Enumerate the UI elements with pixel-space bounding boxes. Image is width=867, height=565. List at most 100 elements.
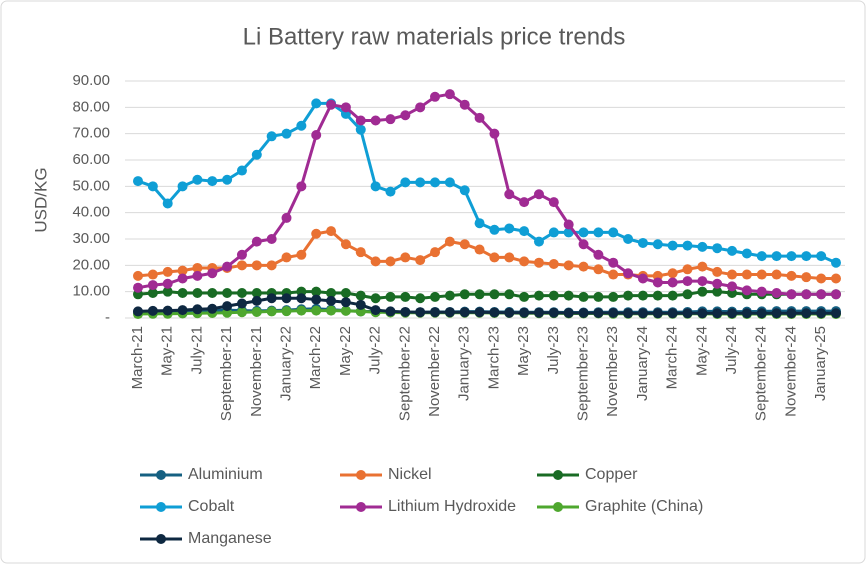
data-point — [133, 270, 143, 281]
data-point — [682, 264, 693, 275]
data-point — [608, 307, 619, 318]
x-tick-label: July-21 — [188, 326, 205, 374]
data-point — [697, 308, 708, 319]
data-point — [355, 299, 366, 310]
data-point — [816, 251, 827, 262]
chart-title: Li Battery raw materials price trends — [243, 23, 626, 50]
y-tick-label: 10.00 — [72, 283, 110, 300]
data-point — [162, 305, 173, 316]
data-point — [311, 305, 322, 316]
data-point — [147, 181, 158, 192]
data-point — [222, 301, 233, 312]
data-point — [296, 305, 307, 316]
data-point — [652, 308, 663, 319]
data-point — [162, 286, 173, 297]
data-point — [370, 305, 381, 316]
data-point — [593, 249, 604, 260]
data-point — [251, 287, 262, 298]
data-point — [340, 239, 351, 250]
data-point — [623, 290, 634, 301]
data-point — [533, 257, 544, 268]
data-point — [415, 177, 426, 188]
data-point — [474, 112, 485, 123]
data-point — [548, 227, 559, 238]
data-point — [697, 286, 708, 297]
x-tick-label: March-24 — [664, 326, 681, 389]
series — [133, 293, 841, 319]
data-point — [207, 287, 218, 298]
data-point — [801, 272, 812, 283]
legend-label: Manganese — [188, 530, 272, 547]
data-point — [370, 293, 381, 304]
data-point — [578, 291, 589, 302]
data-point — [519, 307, 530, 318]
x-tick-label: November-21 — [248, 326, 265, 417]
data-point — [489, 307, 500, 318]
legend-label: Nickel — [388, 466, 432, 483]
data-point — [771, 269, 782, 280]
data-point — [296, 120, 307, 131]
legend-swatch-marker — [156, 470, 166, 480]
data-point — [133, 282, 143, 293]
data-point — [355, 124, 366, 135]
series — [133, 98, 841, 268]
data-point — [177, 273, 188, 284]
data-point — [652, 277, 663, 288]
data-point — [459, 239, 470, 250]
data-point — [340, 102, 351, 113]
x-tick-label: January-24 — [634, 326, 651, 401]
data-point — [652, 290, 663, 301]
data-point — [741, 269, 752, 280]
data-point — [251, 306, 262, 317]
data-point — [727, 308, 738, 319]
data-point — [147, 280, 158, 291]
data-point — [667, 268, 678, 279]
data-point — [400, 252, 411, 263]
x-tick-label: January-25 — [812, 326, 829, 401]
data-point — [296, 293, 307, 304]
x-tick-label: September-21 — [218, 326, 235, 421]
data-point — [652, 239, 663, 250]
data-point — [637, 273, 648, 284]
data-point — [236, 165, 247, 176]
data-point — [489, 289, 500, 300]
data-point — [415, 102, 426, 113]
data-point — [504, 289, 515, 300]
data-point — [370, 256, 381, 267]
data-point — [727, 269, 738, 280]
data-point — [489, 128, 500, 139]
data-point — [593, 264, 604, 275]
data-point — [682, 308, 693, 319]
data-point — [177, 265, 188, 276]
x-tick-label: March-23 — [485, 326, 502, 389]
data-point — [281, 252, 292, 263]
data-point — [147, 287, 158, 298]
data-point — [563, 260, 574, 271]
x-tick-label: September-22 — [396, 326, 413, 421]
x-tick-label: November-22 — [426, 326, 443, 417]
data-point — [222, 174, 233, 185]
data-point — [192, 174, 203, 185]
data-point — [578, 307, 589, 318]
data-point — [222, 287, 233, 298]
x-tick-label: July-22 — [367, 326, 384, 374]
data-point — [608, 291, 619, 302]
data-point — [236, 249, 247, 260]
data-point — [608, 257, 619, 268]
legend-swatch-marker — [553, 502, 563, 512]
y-tick-label: - — [105, 309, 110, 326]
x-tick-label: January-22 — [277, 326, 294, 401]
legend-label: Graphite (China) — [585, 498, 703, 515]
data-point — [415, 293, 426, 304]
data-point — [771, 308, 782, 319]
x-tick-label: May-24 — [693, 326, 710, 376]
data-point — [459, 99, 470, 110]
data-point — [474, 289, 485, 300]
data-point — [831, 257, 841, 268]
data-point — [207, 303, 218, 314]
data-point — [667, 290, 678, 301]
data-point — [816, 308, 827, 319]
data-point — [251, 260, 262, 271]
data-point — [771, 287, 782, 298]
